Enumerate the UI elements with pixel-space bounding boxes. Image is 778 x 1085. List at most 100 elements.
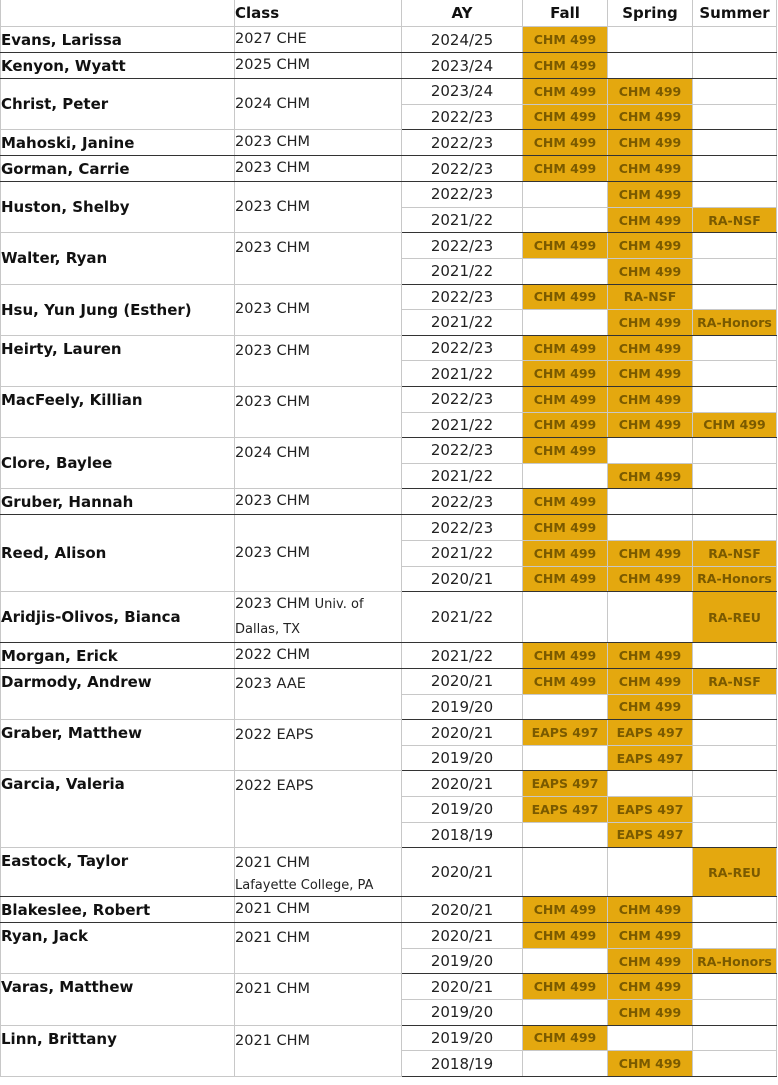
table-row: Darmody, Andrew 2023 AAE 2020/21 CHM 499 CHM… — [0, 668, 777, 721]
fall-term-cell: CHM 499 — [522, 668, 608, 695]
spring-term-cell: CHM 499 — [607, 232, 693, 259]
spring-term-cell: CHM 499 — [607, 999, 693, 1026]
fall-term-cell: CHM 499 — [522, 26, 608, 53]
header-ay: AY — [401, 0, 523, 27]
student-name: Graber, Matthew — [0, 719, 235, 772]
summer-term-cell: RA-Honors — [692, 565, 777, 593]
fall-term-cell: CHM 499 — [522, 514, 608, 541]
spring-term-cell: CHM 499 — [607, 947, 693, 975]
spring-term-cell: CHM 499 — [607, 642, 693, 670]
table-row: 2021/22 CHM 499 CHM 499 — [1, 360, 777, 387]
fall-term-cell: CHM 499 — [522, 437, 608, 464]
spring-term-cell: CHM 499 — [607, 462, 693, 490]
academic-year: 2021/22 — [401, 309, 523, 336]
fall-term-cell: CHM 499 — [522, 642, 608, 670]
academic-year: 2021/22 — [401, 591, 523, 644]
academic-year: 2019/20 — [401, 693, 523, 721]
student-class: 2022 EAPS — [234, 719, 402, 772]
class-label: 2023 CHM — [236, 339, 401, 364]
fall-term-cell: CHM 499 — [522, 1024, 608, 1052]
spring-term-cell: CHM 499 — [607, 129, 693, 157]
table-row: 2021/22 CHM 499 RA-Honors — [1, 309, 777, 336]
fall-term-cell: CHM 499 — [522, 411, 608, 439]
student-class: 2024 CHM — [234, 77, 402, 131]
student-class: 2024 CHM — [234, 437, 402, 490]
spring-term-cell — [607, 488, 693, 516]
student-name: Walter, Ryan — [0, 232, 235, 285]
summer-term-cell: RA-Honors — [692, 309, 777, 336]
table-row: Clore, Baylee 2024 CHM 2022/23 CHM 499 — [0, 437, 777, 490]
table-row: Heirty, Lauren 2023 CHM 2022/23 CHM 499 CHM … — [0, 334, 777, 387]
class-program: 2022 EAPS — [235, 727, 314, 744]
fall-term-cell — [522, 947, 608, 975]
table-row: MacFeely, Killian 2023 CHM 2022/23 CHM 499 C… — [0, 385, 777, 439]
academic-year: 2022/23 — [401, 129, 523, 157]
summer-term-cell — [692, 744, 777, 772]
summer-term-cell — [692, 821, 777, 849]
student-class: 2021 CHM — [234, 973, 402, 1026]
academic-year: 2020/21 — [401, 896, 523, 924]
summer-term-cell — [692, 129, 777, 157]
student-name: MacFeely, Killian — [0, 385, 235, 439]
student-name: Heirty, Lauren — [0, 334, 235, 387]
spring-term-cell: CHM 499 — [607, 539, 693, 567]
spring-term-cell: CHM 499 — [607, 973, 693, 1001]
student-class: 2023 CHM — [234, 283, 402, 336]
header-class: Class — [234, 0, 402, 27]
summer-term-cell — [692, 52, 777, 79]
class-label: 2022 EAPS — [236, 774, 401, 799]
table-row: 2021/22 CHM 499 CHM 499 RA-NSF — [1, 539, 777, 567]
table-row: Graber, Matthew 2022 EAPS 2020/21 EAPS 497 E… — [0, 719, 777, 772]
spring-term-cell: CHM 499 — [607, 668, 693, 695]
spring-term-cell: CHM 499 — [607, 360, 693, 387]
table-row: 2018/19 CHM 499 — [1, 1050, 777, 1077]
student-class: 2023 CHM Univ. of Dallas, TX — [234, 591, 402, 644]
class-program: 2025 CHM — [235, 57, 311, 73]
class-label: 2021 CHM — [236, 926, 401, 951]
summer-term-cell — [692, 922, 777, 949]
academic-year: 2021/22 — [401, 411, 523, 439]
class-label: 2023 CHM — [236, 157, 401, 181]
table-row: 2021/22 CHM 499 — [1, 257, 777, 285]
table-row: Aridjis-Olivos, Bianca 2023 CHM Univ. of … — [0, 591, 777, 644]
student-name: Gorman, Carrie — [0, 155, 235, 183]
student-class: 2023 CHM — [234, 385, 402, 439]
academic-year: 2020/21 — [401, 847, 523, 898]
spring-term-cell: CHM 499 — [607, 922, 693, 949]
academic-year: 2020/21 — [401, 973, 523, 1001]
academic-year: 2023/24 — [401, 78, 523, 105]
student-name: Garcia, Valeria — [0, 770, 235, 849]
spring-term-cell: CHM 499 — [607, 896, 693, 924]
fall-term-cell — [522, 744, 608, 772]
class-program: 2021 CHM — [235, 981, 311, 998]
spring-term-cell: CHM 499 — [607, 181, 693, 208]
academic-year: 2022/23 — [401, 283, 523, 311]
fall-term-cell: CHM 499 — [522, 78, 608, 105]
student-name: Linn, Brittany — [0, 1024, 235, 1077]
spring-term-cell: CHM 499 — [607, 334, 693, 362]
summer-term-cell — [692, 693, 777, 721]
spring-term-cell: EAPS 497 — [607, 744, 693, 772]
summer-term-cell — [692, 770, 777, 798]
fall-term-cell — [522, 591, 608, 644]
fall-term-cell: CHM 499 — [522, 360, 608, 387]
fall-term-cell: CHM 499 — [522, 103, 608, 131]
fall-term-cell — [522, 999, 608, 1026]
fall-term-cell — [522, 693, 608, 721]
summer-term-cell — [692, 488, 777, 516]
academic-year: 2022/23 — [401, 514, 523, 541]
summer-term-cell: RA-NSF — [692, 539, 777, 567]
academic-year: 2019/20 — [401, 947, 523, 975]
header-row: Class AY Fall Spring Summer — [0, 0, 777, 27]
header-spring: Spring — [607, 0, 693, 27]
class-label: 2023 CHM — [236, 236, 401, 261]
student-name: Huston, Shelby — [0, 181, 235, 234]
student-class: 2021 CHM Lafayette College, PA — [234, 847, 402, 898]
student-name: Aridjis-Olivos, Bianca — [0, 591, 235, 644]
fall-term-cell — [522, 181, 608, 208]
class-program: 2023 CHM — [235, 544, 311, 561]
spring-term-cell — [607, 26, 693, 53]
student-class: 2022 EAPS — [234, 770, 402, 849]
table-row: Morgan, Erick 2022 CHM 2021/22 CHM 499 CHM 4… — [0, 642, 777, 670]
academic-year: 2021/22 — [401, 360, 523, 387]
